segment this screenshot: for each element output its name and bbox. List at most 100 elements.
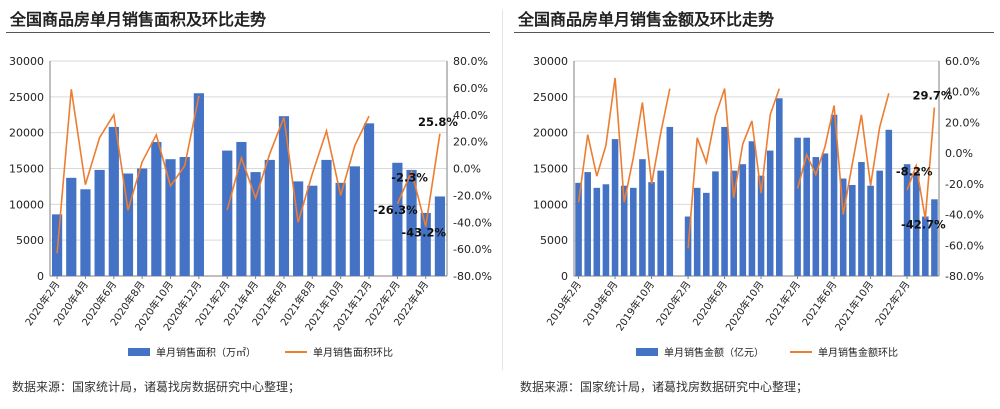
bar [108,126,119,276]
y-tick-label-right: -60.0% [453,243,492,256]
y-tick-label-left: 30000 [9,55,44,68]
y-tick-label-right: -60.0% [945,239,984,252]
y-tick-label-right: 20.0% [453,136,488,149]
y-tick-label-right: 60.0% [453,82,488,95]
bar [703,192,710,276]
bar [250,172,261,276]
y-tick-label-right: 80.0% [453,55,488,68]
bar [122,173,134,276]
y-tick-label-right: -20.0% [453,189,492,202]
chart-title: 全国商品房单月销售金额及环比走势 [518,10,775,29]
bar [392,162,403,276]
y-tick-label-left: 0 [37,270,44,283]
y-tick-label-right: 0.0% [945,147,973,160]
data-label: -43.2% [401,226,446,240]
y-tick-label-left: 5000 [540,234,568,247]
bar [912,172,920,276]
series-line [56,89,441,254]
bar [137,168,148,276]
bar [757,175,765,276]
y-tick-label-right: -40.0% [945,209,984,222]
bar [406,169,417,276]
legend-label: 单月销售面积环比 [313,346,393,359]
bar [922,216,929,276]
y-tick-label-right: 60.0% [945,55,980,68]
bar [611,139,619,276]
bar [293,181,304,276]
bar [420,212,431,276]
x-tick-label: 2019年6月 [580,278,620,328]
bar [931,199,938,276]
bar [712,171,719,276]
chart-title: 全国商品房单月销售面积及环比走势 [10,10,267,29]
data-label: -2.3% [391,171,428,185]
bar [794,137,801,276]
bar [165,159,176,276]
y-tick-label-left: 20000 [9,127,44,140]
y-tick-label-left: 15000 [9,163,44,176]
x-tick-label: 2020年6月 [690,278,730,328]
data-source-note: 数据来源：国家统计局，诸葛找房数据研究中心整理； [520,380,809,394]
bar [693,187,701,276]
bar [803,137,810,276]
data-label: -26.3% [373,203,418,217]
y-tick-label-right: -80.0% [453,270,492,283]
bar [903,164,911,276]
y-tick-label-left: 30000 [533,55,568,68]
data-label: -42.7% [901,218,946,232]
bar [730,170,737,276]
bar [602,184,610,276]
bar [94,169,105,276]
legend-label: 单月销售面积（万㎡） [156,346,256,359]
y-tick-label-left: 5000 [16,234,44,247]
legend-swatch-bar [128,348,150,356]
bar [66,177,77,276]
y-tick-label-right: 0.0% [453,163,481,176]
bar [839,178,847,276]
y-tick-label-left: 10000 [533,198,568,211]
y-tick-label-left: 25000 [9,91,44,104]
bar [830,114,838,276]
y-tick-label-right: 40.0% [945,86,980,99]
bar [264,159,275,276]
bar [776,98,783,277]
amount-chart-panel: 全国商品房单月销售金额及环比走势 0 5000 10000 15000 20000 250… [508,0,1000,409]
bar [766,150,774,276]
y-tick-label-right: -20.0% [945,178,984,191]
bar [593,187,601,276]
x-tick-label: 2019年2月 [544,278,584,328]
bar [222,150,233,276]
bar [739,164,747,276]
bar [721,126,728,276]
x-tick-label: 2020年2月 [653,278,693,328]
bar [335,182,346,276]
bar [666,126,674,276]
x-tick-label: 2021年6月 [799,278,839,328]
bar [584,172,591,276]
y-tick-label-right: 40.0% [453,109,488,122]
bar [434,196,446,276]
bar [236,141,247,276]
bar [639,159,646,276]
bar [151,141,162,276]
bar [307,185,318,276]
bar [858,162,865,276]
area-chart-panel: 全国商品房单月销售面积及环比走势 0 5000 10000 15000 20000 250… [0,0,496,409]
data-label: -8.2% [896,165,933,179]
bar [349,166,360,276]
y-tick-label-left: 15000 [533,163,568,176]
y-tick-label-left: 20000 [533,127,568,140]
bar [193,93,204,276]
bar [849,184,856,276]
bar [885,129,893,276]
data-source-note: 数据来源：国家统计局，诸葛找房数据研究中心整理； [12,380,301,394]
bar [821,153,829,276]
bar [812,157,820,276]
bar [620,185,628,276]
legend-swatch-bar [636,348,658,356]
y-tick-label-left: 0 [561,270,568,283]
bar [575,182,582,276]
y-tick-label-left: 10000 [9,198,44,211]
bar [867,185,874,276]
legend-label: 单月销售金额（亿元） [664,346,764,359]
